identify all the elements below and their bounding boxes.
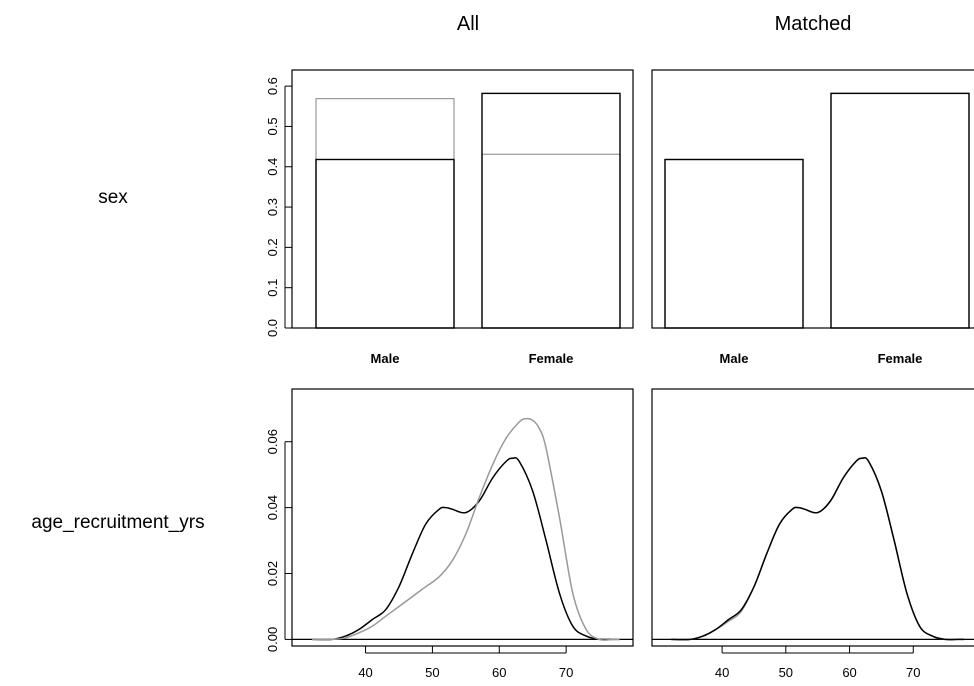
y-tick-label: 0.0 — [265, 319, 280, 337]
sex-all-panel: Male Female 0.0 0.1 0.2 0.3 0.4 0.5 0.6 — [265, 69, 634, 366]
x-tick-label: 70 — [906, 665, 920, 680]
y-tick-label: 0.00 — [265, 627, 280, 652]
row-label-sex: sex — [98, 187, 128, 208]
x-tick-label: 40 — [358, 665, 372, 680]
y-tick-label: 0.4 — [265, 158, 280, 176]
bar-female-series-1 — [481, 153, 621, 329]
y-tick-label: 0.06 — [265, 429, 280, 454]
density-line-series-1 — [671, 457, 965, 641]
density-line-series-1 — [312, 417, 620, 641]
y-tick-label: 0.2 — [265, 238, 280, 256]
x-tick-label: 70 — [559, 665, 573, 680]
y-tick-label: 0.3 — [265, 198, 280, 216]
bar-male-series-1 — [315, 98, 455, 329]
y-tick-label: 0.6 — [265, 77, 280, 95]
panel-frame — [291, 388, 634, 647]
panel-frame — [651, 69, 974, 329]
column-title-matched: Matched — [775, 13, 852, 35]
y-tick-label: 0.5 — [265, 117, 280, 135]
bar-female-series-0 — [481, 92, 621, 329]
y-tick-label: 0.04 — [265, 495, 280, 520]
bar-male-series-1 — [664, 158, 804, 329]
x-tick-label: 50 — [425, 665, 439, 680]
x-tick-label: 60 — [492, 665, 506, 680]
x-tick-label: 40 — [715, 665, 729, 680]
x-tick-label: 50 — [779, 665, 793, 680]
x-tick-label: 60 — [842, 665, 856, 680]
category-label-female: Female — [878, 351, 923, 366]
column-title-all: All — [457, 13, 479, 35]
category-label-male: Male — [371, 351, 400, 366]
density-line-series-0 — [312, 457, 620, 641]
y-tick-label: 0.02 — [265, 561, 280, 586]
age-matched-panel: 40 50 60 70 — [651, 388, 974, 680]
panel-frame — [651, 388, 974, 647]
panel-frame — [291, 69, 634, 329]
bar-male-series-0 — [315, 158, 455, 329]
category-label-male: Male — [720, 351, 749, 366]
y-tick-label: 0.1 — [265, 279, 280, 297]
age-all-panel: 40 50 60 70 0.00 0.02 0.04 0.06 — [265, 388, 634, 680]
bar-male-series-0 — [664, 158, 804, 329]
sex-matched-panel: Male Female — [651, 69, 974, 366]
row-label-age: age_recruitment_yrs — [31, 512, 204, 533]
density-line-series-0 — [671, 457, 965, 641]
bar-female-series-1 — [830, 92, 970, 329]
bar-female-series-0 — [830, 92, 970, 329]
category-label-female: Female — [529, 351, 574, 366]
